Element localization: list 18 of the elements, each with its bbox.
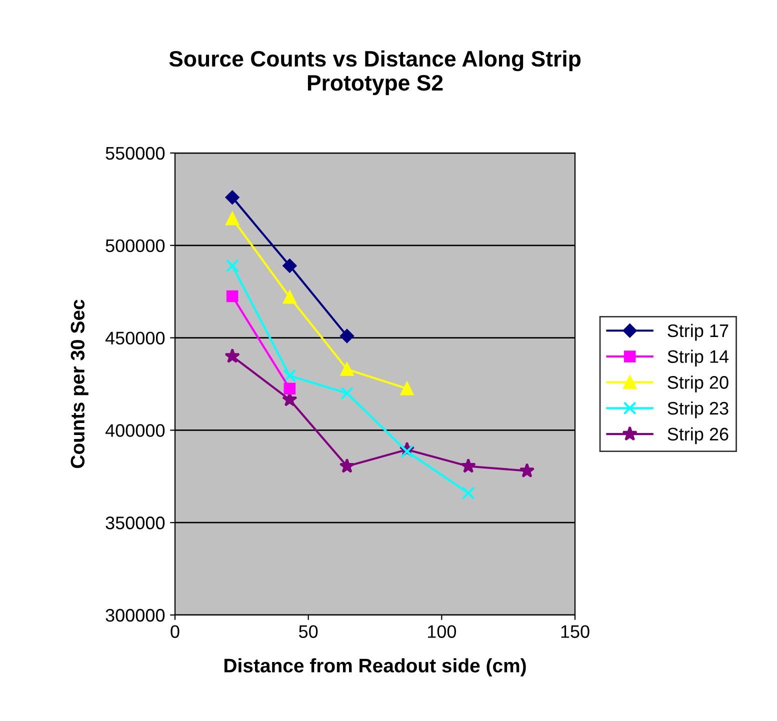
y-tick-label: 400000 xyxy=(105,424,165,437)
y-tick-label: 450000 xyxy=(105,332,165,345)
y-tick-label: 350000 xyxy=(106,516,165,530)
legend-label: Strip 26 xyxy=(668,427,728,444)
legend-label: Strip 14 xyxy=(668,350,729,367)
legend-label: Strip 20 xyxy=(668,376,728,392)
y-axis-title: Counts per 30 Sec xyxy=(70,300,88,468)
x-tick-label: 100 xyxy=(428,625,456,638)
y-tick-label: 550000 xyxy=(106,146,165,160)
chart-title: Source Counts vs Distance Along Strip Prototype S2 xyxy=(169,50,581,96)
x-tick-label: 150 xyxy=(561,625,590,638)
legend-label: Strip 23 xyxy=(668,401,728,418)
y-tick-label: 300000 xyxy=(106,608,165,622)
x-axis-title: Distance from Readout side (cm) xyxy=(224,658,526,676)
legend-label: Strip 17 xyxy=(668,324,728,341)
x-tick-label: 50 xyxy=(299,625,318,638)
x-tick-label: 0 xyxy=(170,625,180,638)
y-tick-label: 500000 xyxy=(106,239,165,252)
